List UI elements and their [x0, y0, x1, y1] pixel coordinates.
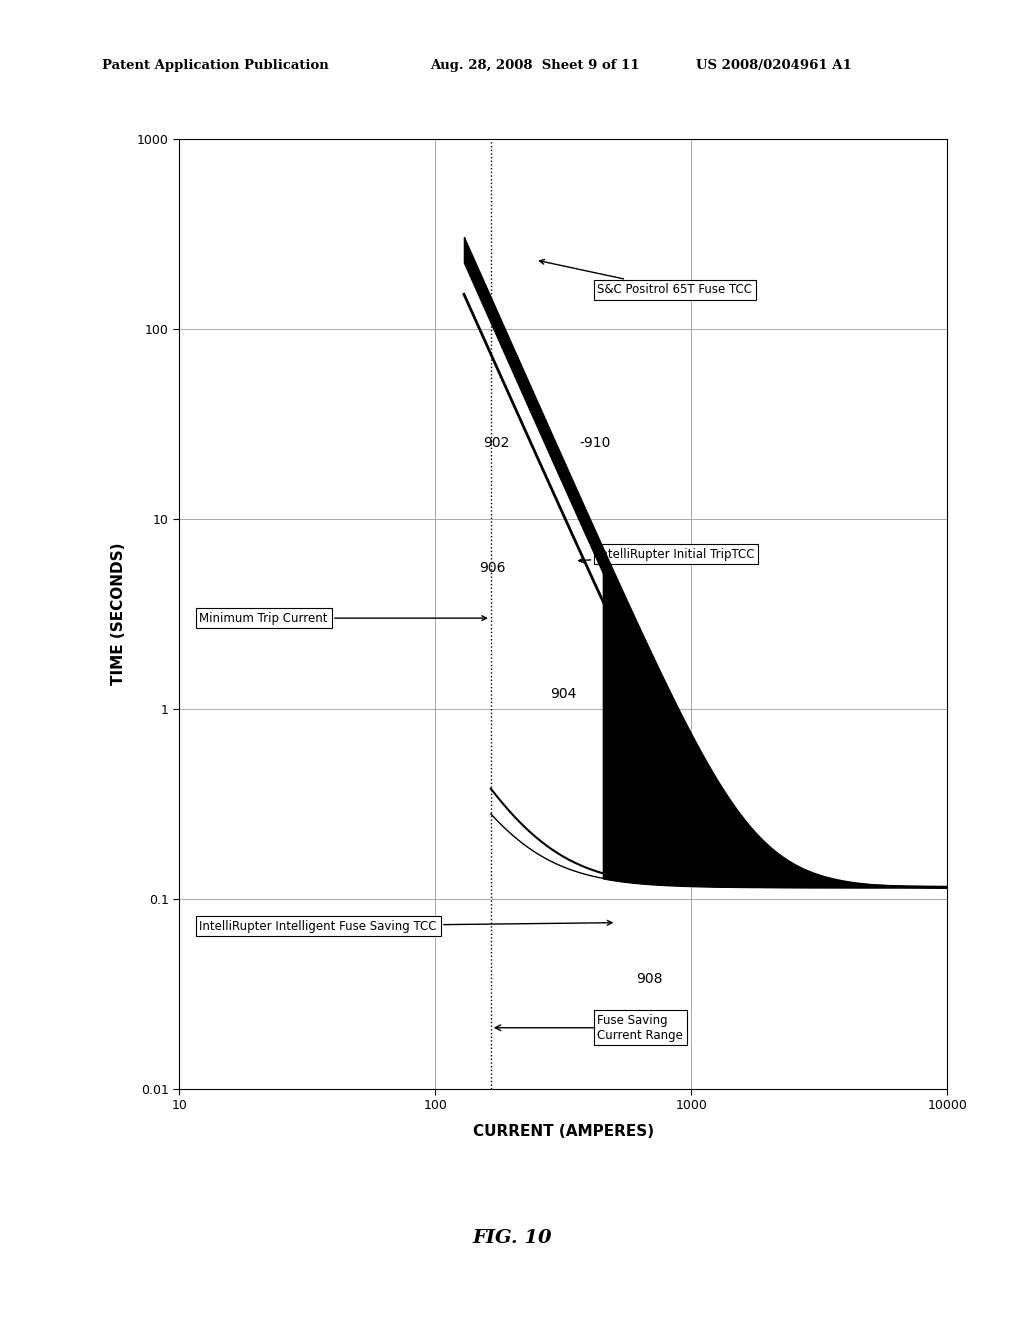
Text: Aug. 28, 2008  Sheet 9 of 11: Aug. 28, 2008 Sheet 9 of 11 [430, 59, 640, 73]
Text: Minimum Trip Current: Minimum Trip Current [200, 611, 486, 624]
Text: 908: 908 [636, 972, 663, 986]
Text: 906: 906 [479, 561, 505, 576]
Text: US 2008/0204961 A1: US 2008/0204961 A1 [696, 59, 852, 73]
Text: Patent Application Publication: Patent Application Publication [102, 59, 329, 73]
Text: 904: 904 [550, 686, 577, 701]
Text: FIG. 10: FIG. 10 [472, 1229, 552, 1247]
Text: -910: -910 [580, 436, 610, 450]
Text: 902: 902 [483, 436, 510, 450]
Text: Fuse Saving
Current Range: Fuse Saving Current Range [597, 1014, 683, 1041]
Y-axis label: TIME (SECONDS): TIME (SECONDS) [111, 543, 126, 685]
X-axis label: CURRENT (AMPERES): CURRENT (AMPERES) [473, 1123, 653, 1139]
Text: IntelliRupter Intelligent Fuse Saving TCC: IntelliRupter Intelligent Fuse Saving TC… [200, 920, 612, 932]
Text: IntelliRupter Initial TripTCC: IntelliRupter Initial TripTCC [579, 548, 755, 562]
Text: S&C Positrol 65T Fuse TCC: S&C Positrol 65T Fuse TCC [540, 260, 753, 297]
